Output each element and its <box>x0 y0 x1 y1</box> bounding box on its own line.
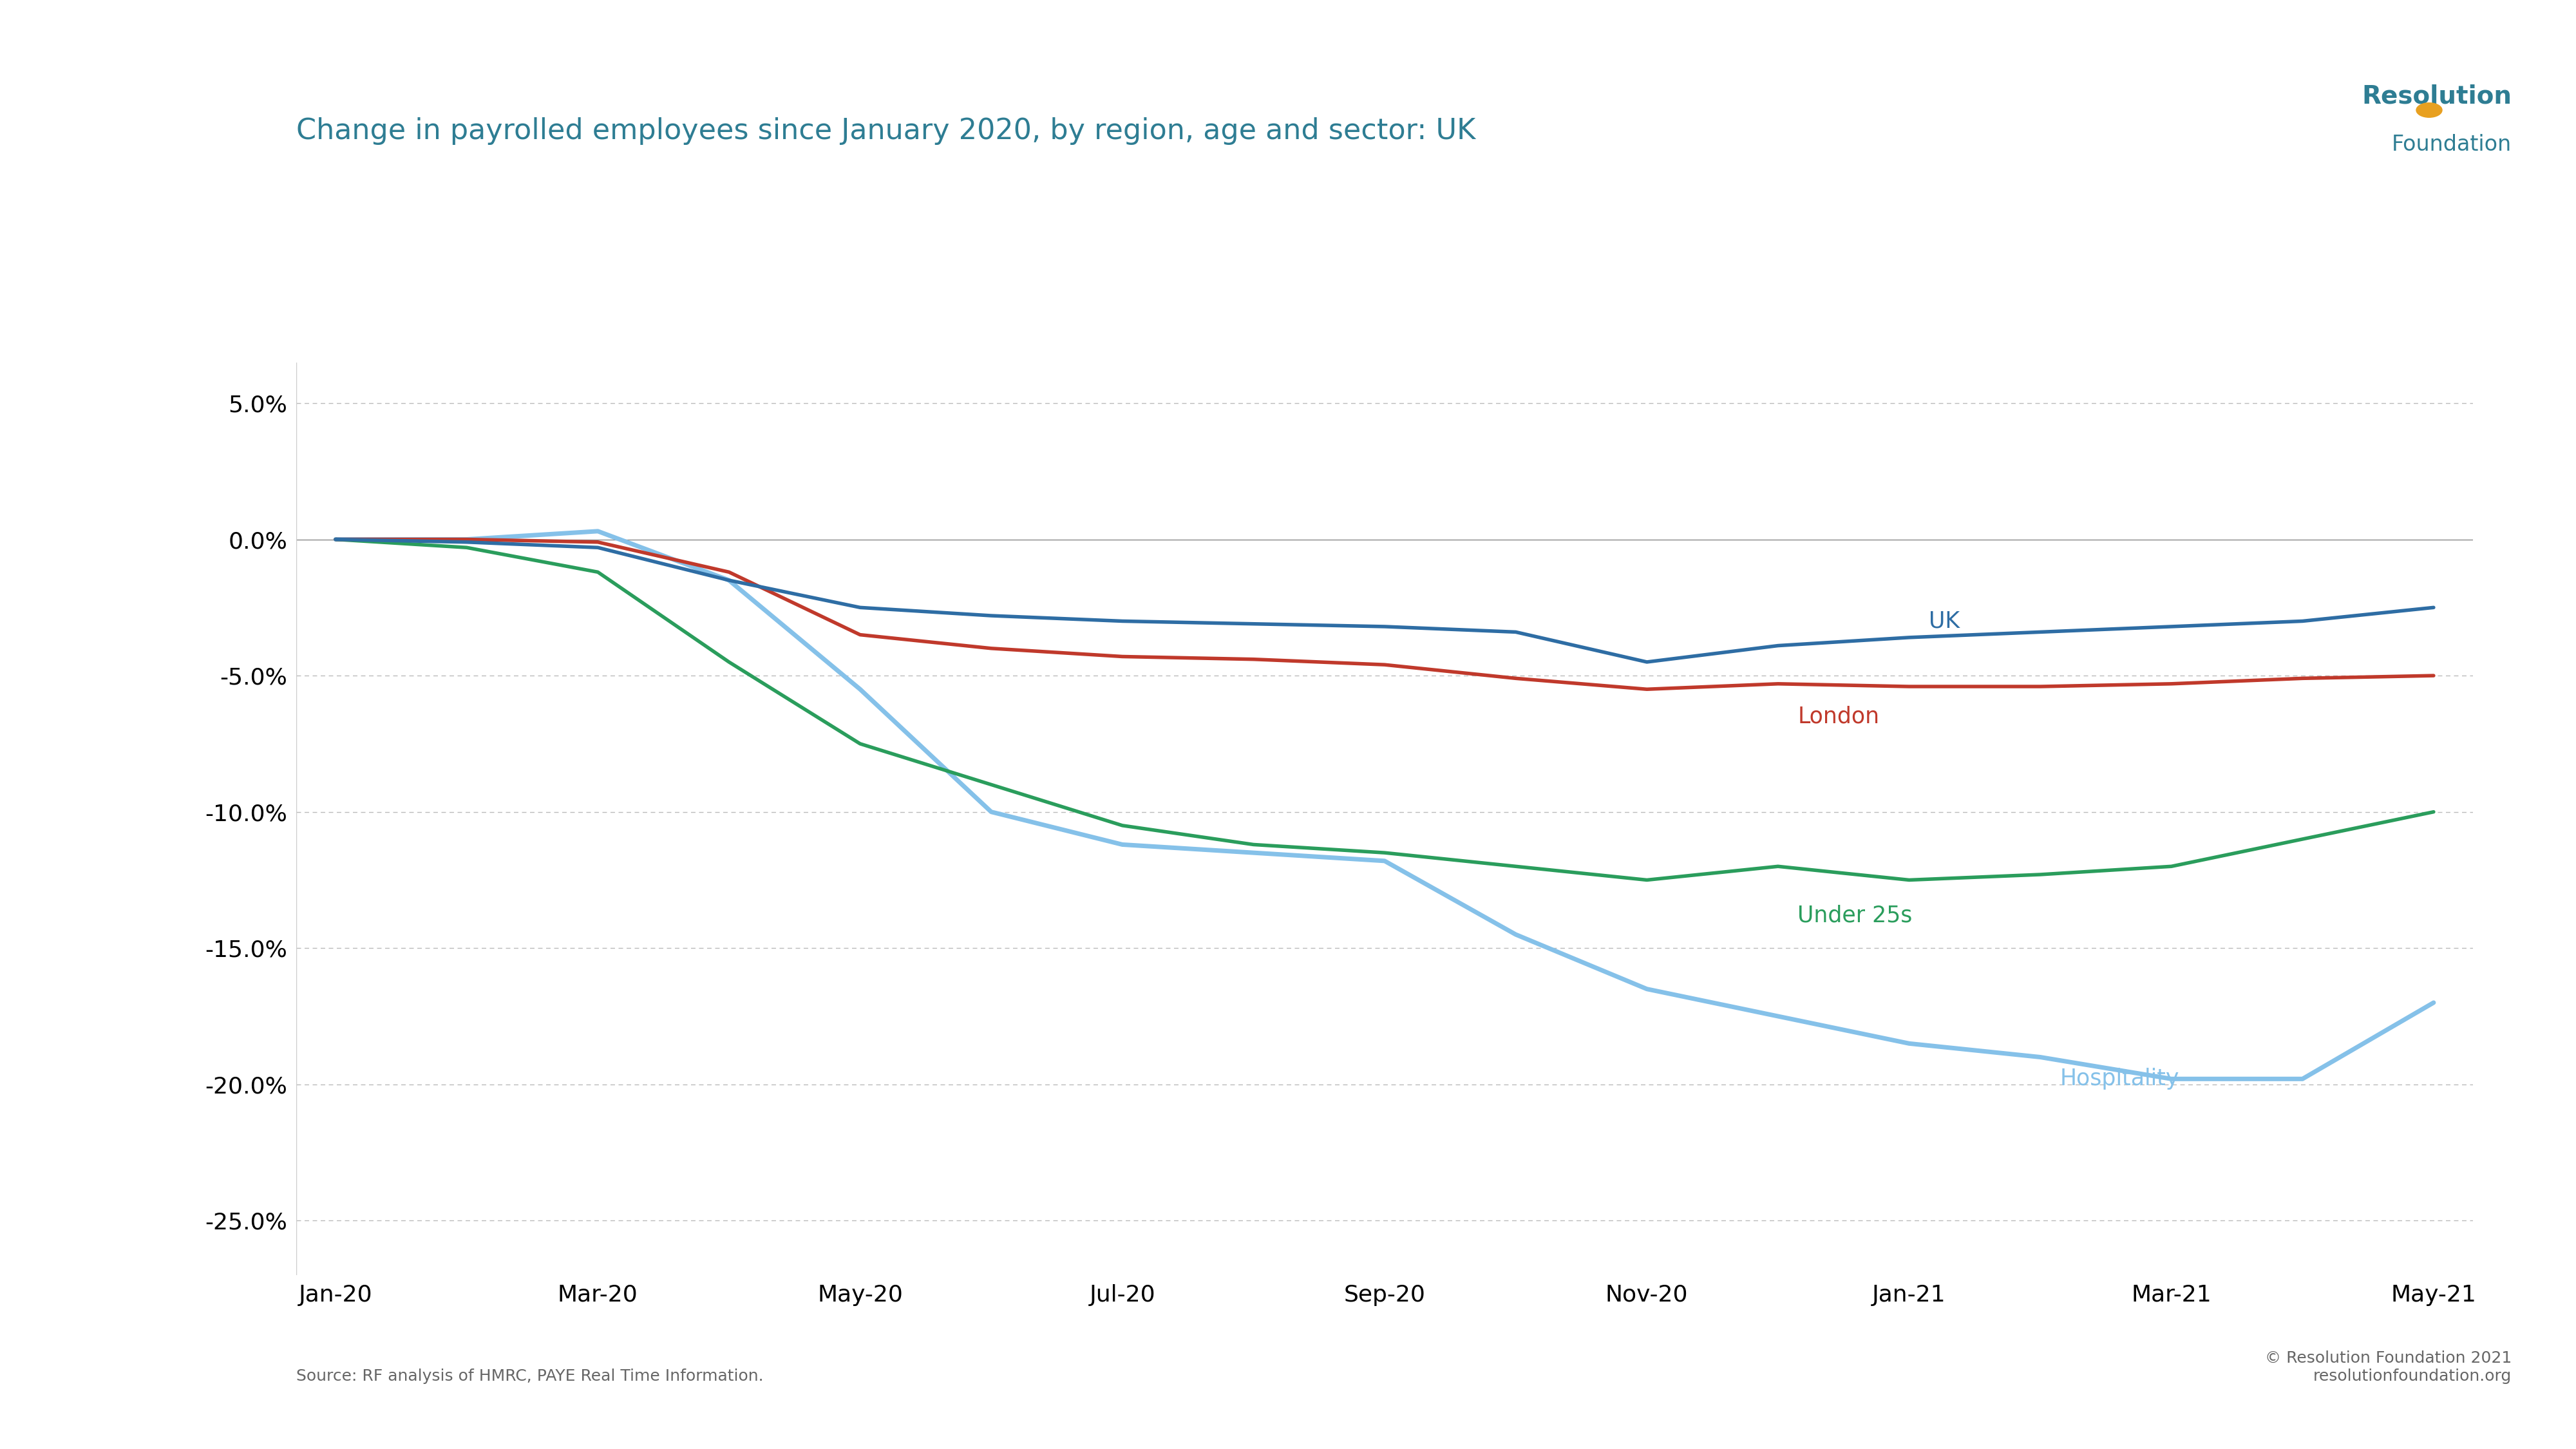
Text: Under 25s: Under 25s <box>1798 904 1911 926</box>
Circle shape <box>2416 103 2442 117</box>
Text: Foundation: Foundation <box>2391 133 2512 155</box>
Text: London: London <box>1798 706 1880 727</box>
Text: Resolution: Resolution <box>2362 84 2512 109</box>
Text: © Resolution Foundation 2021
resolutionfoundation.org: © Resolution Foundation 2021 resolutionf… <box>2264 1350 2512 1384</box>
Text: Hospitality: Hospitality <box>2061 1068 2179 1090</box>
Text: Source: RF analysis of HMRC, PAYE Real Time Information.: Source: RF analysis of HMRC, PAYE Real T… <box>296 1368 762 1384</box>
Text: Change in payrolled employees since January 2020, by region, age and sector: UK: Change in payrolled employees since Janu… <box>296 117 1476 145</box>
Text: UK: UK <box>1929 610 1960 632</box>
